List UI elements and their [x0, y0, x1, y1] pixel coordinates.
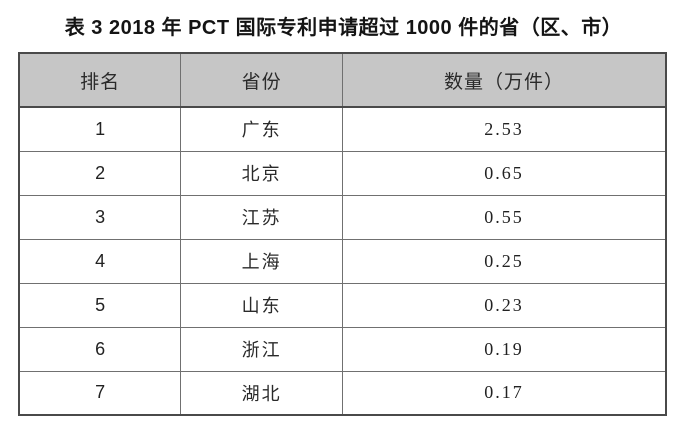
rank-cell: 7	[18, 370, 182, 416]
patent-table: 排名 省份 数量（万件） 1 广东 2.53 2 北京 0.65 3 江苏 0.…	[18, 52, 667, 416]
province-cell: 湖北	[180, 370, 343, 416]
quantity-cell: 0.55	[342, 194, 667, 240]
province-cell: 北京	[180, 150, 343, 196]
table-row: 1 广东 2.53	[18, 106, 667, 152]
province-cell: 上海	[180, 238, 343, 284]
header-cell-rank: 排名	[18, 52, 182, 108]
rank-cell: 2	[18, 150, 182, 196]
rank-cell: 1	[18, 106, 182, 152]
quantity-cell: 0.25	[342, 238, 667, 284]
quantity-cell: 0.65	[342, 150, 667, 196]
header-cell-quantity: 数量（万件）	[342, 52, 667, 108]
province-cell: 山东	[180, 282, 343, 328]
table-row: 5 山东 0.23	[18, 282, 667, 328]
quantity-cell: 0.17	[342, 370, 667, 416]
table-row: 3 江苏 0.55	[18, 194, 667, 240]
table-row: 4 上海 0.25	[18, 238, 667, 284]
province-cell: 江苏	[180, 194, 343, 240]
table-row: 2 北京 0.65	[18, 150, 667, 196]
quantity-cell: 0.19	[342, 326, 667, 372]
rank-cell: 4	[18, 238, 182, 284]
rank-cell: 6	[18, 326, 182, 372]
table-row: 7 湖北 0.17	[18, 370, 667, 416]
table-row: 6 浙江 0.19	[18, 326, 667, 372]
quantity-cell: 0.23	[342, 282, 667, 328]
quantity-cell: 2.53	[342, 106, 667, 152]
table-title: 表 3 2018 年 PCT 国际专利申请超过 1000 件的省（区、市）	[64, 17, 623, 39]
rank-cell: 3	[18, 194, 182, 240]
header-cell-province: 省份	[180, 52, 343, 108]
rank-cell: 5	[18, 282, 182, 328]
province-cell: 浙江	[180, 326, 343, 372]
table-header-row: 排名 省份 数量（万件）	[18, 52, 667, 108]
province-cell: 广东	[180, 106, 343, 152]
